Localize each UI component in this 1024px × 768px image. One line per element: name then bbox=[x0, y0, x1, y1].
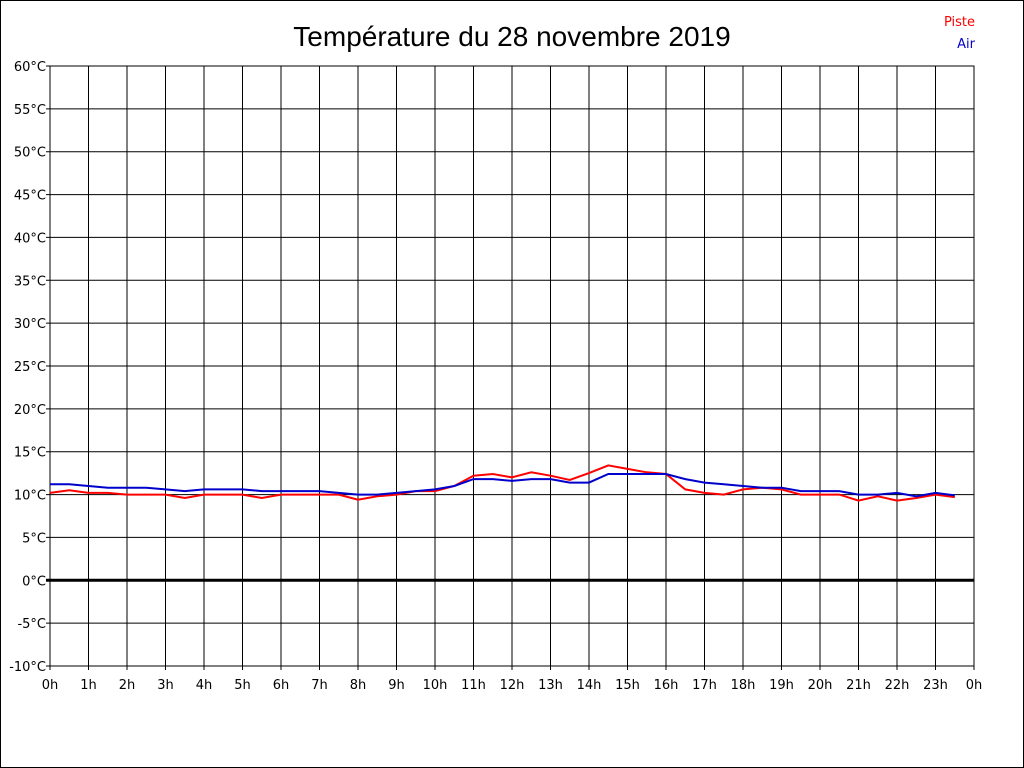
legend-entry-piste: Piste bbox=[944, 15, 975, 30]
y-tick-label: 45°C bbox=[14, 189, 46, 204]
x-tick-label: 11h bbox=[461, 678, 486, 693]
y-tick-label: -5°C bbox=[17, 617, 46, 632]
series-line-air bbox=[50, 473, 955, 498]
y-tick-label: 35°C bbox=[14, 274, 46, 289]
y-tick-label: 5°C bbox=[22, 531, 46, 546]
grid bbox=[46, 65, 975, 670]
x-tick-label: 9h bbox=[388, 678, 405, 693]
y-tick-label: 60°C bbox=[14, 60, 46, 75]
y-tick-label: -10°C bbox=[9, 660, 46, 675]
y-tick-label: 30°C bbox=[14, 317, 46, 332]
x-tick-label: 15h bbox=[615, 678, 640, 693]
x-tick-label: 19h bbox=[769, 678, 794, 693]
y-tick-label: 25°C bbox=[14, 360, 46, 375]
x-tick-label: 17h bbox=[692, 678, 717, 693]
x-tick-label: 22h bbox=[885, 678, 910, 693]
x-tick-label: 0h bbox=[42, 678, 59, 693]
x-tick-label: 14h bbox=[577, 678, 602, 693]
x-tick-label: 21h bbox=[846, 678, 871, 693]
y-tick-label: 40°C bbox=[14, 231, 46, 246]
x-tick-label: 4h bbox=[196, 678, 213, 693]
legend-entry-air: Air bbox=[957, 37, 976, 52]
series-layer bbox=[49, 464, 955, 502]
y-tick-label: 15°C bbox=[14, 446, 46, 461]
x-axis-ticks: 0h 1h 2h 3h 4h 5h 6h 7h 8h 9h 10h 11h 12h 13h 14h 15h 16… bbox=[42, 678, 983, 693]
legend: Piste Air bbox=[944, 15, 976, 52]
y-axis-ticks: 60°C 55°C 50°C 45°C 40°C 35°C 30°C 25°C 20°C 15°C… bbox=[9, 60, 46, 675]
y-tick-label: 20°C bbox=[14, 403, 46, 418]
x-tick-label: 0h bbox=[966, 678, 983, 693]
x-tick-label: 10h bbox=[423, 678, 448, 693]
x-tick-label: 8h bbox=[350, 678, 367, 693]
x-tick-label: 3h bbox=[157, 678, 174, 693]
x-tick-label: 7h bbox=[311, 678, 328, 693]
y-tick-label: 50°C bbox=[14, 146, 46, 161]
x-tick-label: 13h bbox=[538, 678, 563, 693]
series-line-piste bbox=[49, 464, 955, 502]
y-tick-label: 0°C bbox=[22, 574, 46, 589]
x-tick-label: 6h bbox=[273, 678, 290, 693]
x-tick-label: 18h bbox=[731, 678, 756, 693]
x-tick-label: 12h bbox=[500, 678, 525, 693]
y-tick-label: 10°C bbox=[14, 489, 46, 504]
x-tick-label: 23h bbox=[923, 678, 948, 693]
chart-title: Température du 28 novembre 2019 bbox=[293, 21, 730, 52]
x-tick-label: 20h bbox=[808, 678, 833, 693]
y-tick-label: 55°C bbox=[14, 103, 46, 118]
x-tick-label: 5h bbox=[234, 678, 251, 693]
x-tick-label: 16h bbox=[654, 678, 679, 693]
x-tick-label: 1h bbox=[80, 678, 97, 693]
x-tick-label: 2h bbox=[119, 678, 136, 693]
